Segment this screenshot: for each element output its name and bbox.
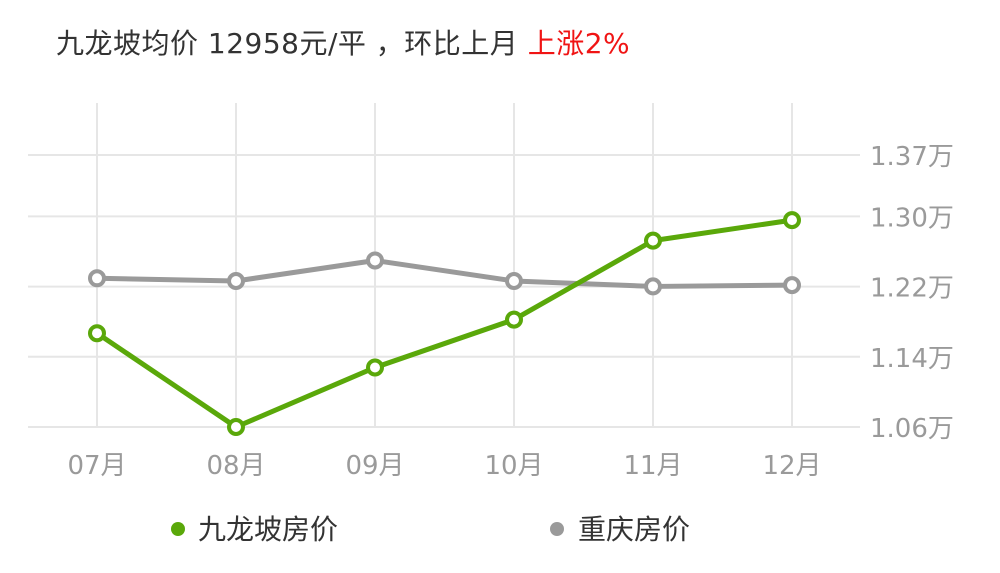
x-tick-label: 07月 <box>67 451 126 481</box>
data-point <box>366 251 384 270</box>
legend-marker <box>550 522 564 536</box>
change-indicator: 上涨2% <box>527 27 631 60</box>
series-line <box>94 257 795 289</box>
data-point <box>783 276 801 295</box>
legend: 九龙坡房价 重庆房价 <box>171 513 690 546</box>
page-title: 九龙坡均价 12958元/平 ，环比上月 上涨2% <box>56 22 630 62</box>
legend-marker <box>171 522 185 536</box>
axes: 1.06万 1.14万 1.22万 1.30万 1.37万 07月 08月 09月 10月 11月… <box>67 142 953 481</box>
data-point <box>644 277 662 296</box>
data-point <box>505 310 523 329</box>
y-tick-label: 1.22万 <box>870 274 954 304</box>
legend-label: 九龙坡房价 <box>198 513 338 546</box>
x-tick-label: 11月 <box>623 451 682 481</box>
legend-label: 重庆房价 <box>578 513 690 546</box>
y-tick-label: 1.06万 <box>870 414 954 444</box>
data-point <box>366 358 384 377</box>
grid <box>28 103 860 428</box>
headline-text: 九龙坡均价 12958元/平 ，环比上月 <box>56 27 528 60</box>
x-tick-label: 09月 <box>345 451 404 481</box>
series-line <box>94 217 795 430</box>
data-point <box>88 324 106 343</box>
data-point <box>88 269 106 288</box>
y-tick-label: 1.30万 <box>870 203 954 233</box>
data-point <box>227 418 245 436</box>
y-tick-label: 1.37万 <box>870 142 954 172</box>
x-tick-label: 10月 <box>484 451 543 481</box>
x-tick-label: 12月 <box>762 451 821 481</box>
data-point <box>783 211 801 230</box>
data-point <box>505 271 523 290</box>
data-point <box>227 271 245 290</box>
series-lines <box>88 211 801 436</box>
y-tick-label: 1.14万 <box>870 344 954 374</box>
x-tick-label: 08月 <box>206 451 265 481</box>
data-point <box>644 231 662 250</box>
